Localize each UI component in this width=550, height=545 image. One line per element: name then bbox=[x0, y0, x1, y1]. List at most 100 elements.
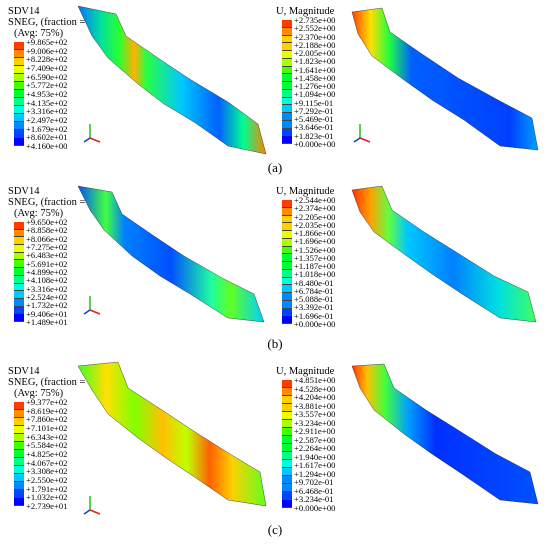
stress-strip-c bbox=[77, 361, 267, 507]
disp-strip-a bbox=[351, 7, 539, 151]
colorbar-segment bbox=[282, 74, 292, 82]
colorbar-segment bbox=[282, 51, 292, 59]
colorbar-segment bbox=[14, 275, 24, 284]
colorbar-segment bbox=[14, 260, 24, 269]
colorbar-segment bbox=[14, 410, 24, 418]
colorbar-segment bbox=[282, 35, 292, 44]
legend-subtitle: SNEG, (fraction = bbox=[8, 197, 86, 208]
colorbar-segment bbox=[282, 436, 292, 444]
legend-title: U, Magnitude bbox=[276, 6, 335, 17]
colorbar-segment bbox=[282, 277, 292, 286]
colorbar-segment bbox=[282, 97, 292, 106]
colorbar-segment bbox=[282, 380, 292, 388]
colorbar-segment bbox=[14, 90, 24, 98]
colorbar-segment bbox=[14, 268, 24, 276]
legend-avg: (Avg: 75%) bbox=[14, 28, 64, 39]
legend-title: SDV14 bbox=[8, 186, 40, 197]
colorbar-segment bbox=[14, 138, 24, 146]
disp-legend-b: U, Magnitude bbox=[276, 186, 334, 197]
disp-strip-b bbox=[351, 185, 537, 323]
colorbar-segment bbox=[282, 231, 292, 239]
stress-colorbar-a bbox=[14, 42, 24, 146]
stress-colorbar-b bbox=[14, 222, 24, 322]
colorbar-segment bbox=[282, 27, 292, 36]
displacement-mesh bbox=[351, 363, 539, 505]
colorbar-segment bbox=[14, 106, 24, 114]
colorbar-segment bbox=[282, 136, 292, 144]
colorbar-segment bbox=[14, 50, 24, 58]
colorbar-segment bbox=[282, 484, 292, 492]
colorbar-segment bbox=[14, 66, 24, 74]
colorbar-segment bbox=[14, 252, 24, 261]
stress-mesh bbox=[77, 361, 267, 507]
colorbar-segment bbox=[282, 262, 292, 270]
colorbar-segment bbox=[14, 418, 24, 426]
stress-mesh bbox=[77, 185, 265, 323]
colorbar-segment bbox=[282, 468, 292, 476]
colorbar-segment bbox=[282, 269, 292, 278]
colorbar-segment bbox=[14, 442, 24, 450]
axis-triad-icon bbox=[353, 124, 371, 143]
colorbar-segment bbox=[282, 66, 292, 75]
caption-a: (a) bbox=[267, 160, 283, 175]
colorbar-segment bbox=[14, 306, 24, 315]
colorbar-segment bbox=[14, 222, 24, 230]
colorbar-segment bbox=[282, 308, 292, 317]
colorbar-segment bbox=[282, 238, 292, 247]
colorbar-segment bbox=[14, 402, 24, 410]
disp-colorbar-a bbox=[282, 20, 292, 144]
legend-subtitle: SNEG, (fraction = bbox=[8, 17, 86, 28]
stress-legend-b: SDV14 SNEG, (fraction = (Avg: 75%) bbox=[8, 186, 85, 219]
colorbar-segment bbox=[14, 458, 24, 466]
legend-title: SDV14 bbox=[8, 6, 40, 17]
colorbar-segment bbox=[14, 450, 24, 458]
colorbar-segment bbox=[282, 428, 292, 436]
colorbar-segment bbox=[282, 58, 292, 67]
colorbar-segment bbox=[282, 444, 292, 452]
legend-title: U, Magnitude bbox=[276, 186, 335, 197]
colorbar-segment bbox=[14, 237, 24, 246]
colorbar-segment bbox=[14, 42, 24, 50]
colorbar-segment bbox=[282, 460, 292, 468]
caption-b: (b) bbox=[267, 336, 283, 351]
colorbar-segment bbox=[282, 500, 292, 508]
colorbar-segment bbox=[282, 300, 292, 309]
colorbar-segment bbox=[282, 316, 292, 324]
colorbar-segment bbox=[14, 58, 24, 66]
axis-triad-icon bbox=[83, 296, 101, 315]
colorbar-segment bbox=[282, 420, 292, 428]
colorbar-segment bbox=[282, 120, 292, 129]
colorbar-segment bbox=[282, 113, 292, 121]
colorbar-segment bbox=[14, 426, 24, 434]
disp-legend-a: U, Magnitude bbox=[276, 6, 334, 17]
stress-mesh bbox=[77, 5, 267, 155]
colorbar-segment bbox=[14, 291, 24, 299]
stress-strip-a bbox=[77, 5, 267, 155]
colorbar-segment bbox=[282, 388, 292, 396]
axis-triad-icon bbox=[83, 124, 101, 143]
legend-title: U, Magnitude bbox=[276, 366, 335, 377]
colorbar-segment bbox=[14, 498, 24, 506]
disp-legend-c: U, Magnitude bbox=[276, 366, 334, 377]
colorbar-segment bbox=[282, 43, 292, 51]
legend-avg: (Avg: 75%) bbox=[14, 208, 64, 219]
displacement-mesh bbox=[351, 7, 539, 151]
colorbar-segment bbox=[14, 245, 24, 253]
colorbar-segment bbox=[14, 82, 24, 90]
colorbar-segment bbox=[282, 404, 292, 412]
stress-legend-a: SDV14 SNEG, (fraction = (Avg: 75%) bbox=[8, 6, 85, 39]
colorbar-segment bbox=[282, 254, 292, 262]
colorbar-segment bbox=[14, 434, 24, 442]
colorbar-segment bbox=[282, 476, 292, 484]
axis-triad-icon bbox=[83, 496, 101, 515]
stress-strip-b bbox=[77, 185, 265, 323]
colorbar-segment bbox=[282, 492, 292, 500]
colorbar-segment bbox=[14, 114, 24, 122]
colorbar-segment bbox=[282, 105, 292, 113]
colorbar-segment bbox=[14, 74, 24, 82]
colorbar-segment bbox=[282, 293, 292, 301]
colorbar-segment bbox=[14, 490, 24, 498]
legend-subtitle: SNEG, (fraction = bbox=[8, 377, 86, 388]
colorbar-segment bbox=[14, 122, 24, 130]
colorbar-segment bbox=[14, 314, 24, 322]
